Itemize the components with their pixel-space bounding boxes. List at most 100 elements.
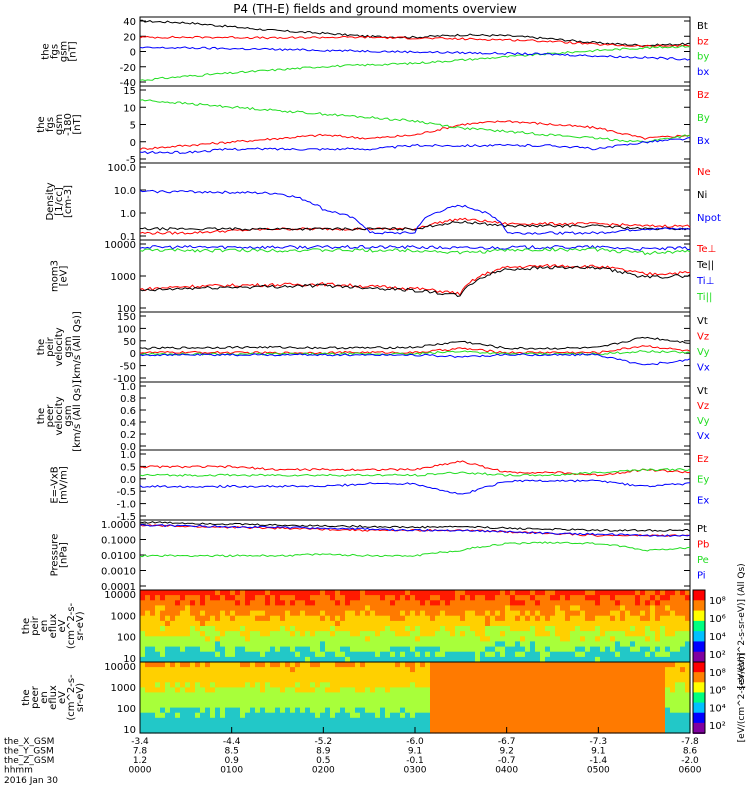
heatmap-cell (490, 702, 496, 709)
heatmap-cell (595, 712, 601, 719)
heatmap-cell (460, 626, 466, 632)
heatmap-cell (675, 697, 681, 704)
heatmap-cell (170, 605, 176, 612)
heatmap-cell (505, 712, 511, 719)
heatmap-cell (295, 712, 301, 719)
heatmap-cell (465, 672, 471, 678)
heatmap-cell (660, 595, 666, 601)
heatmap-cell (415, 677, 421, 683)
heatmap-cell (375, 672, 381, 678)
heatmap-cell (325, 615, 331, 622)
heatmap-cell (405, 651, 411, 658)
heatmap-cell (365, 667, 371, 673)
heatmap-cell (550, 610, 556, 617)
xtick-0-1: 7.8 (133, 747, 148, 757)
heatmap-cell (605, 620, 611, 627)
heatmap-cell (505, 697, 511, 704)
heatmap-cell (175, 651, 181, 658)
heatmap-cell (680, 717, 686, 724)
heatmap-cell (220, 641, 226, 648)
heatmap-cell (180, 631, 186, 637)
heatmap-cell (560, 662, 566, 668)
heatmap-cell (685, 697, 691, 704)
heatmap-cell (460, 600, 466, 606)
heatmap-cell (500, 727, 506, 734)
heatmap-cell (295, 722, 301, 729)
heatmap-cell (555, 646, 561, 653)
heatmap-cell (675, 667, 681, 673)
heatmap-cell (630, 662, 636, 668)
heatmap-cell (180, 651, 186, 658)
heatmap-cell (530, 636, 536, 642)
heatmap-cell (315, 722, 321, 729)
heatmap-cell (645, 605, 651, 612)
heatmap-cell (570, 651, 576, 658)
heatmap-cell (465, 667, 471, 673)
heatmap-cell (255, 631, 261, 637)
heatmap-cell (565, 707, 571, 714)
heatmap-cell (655, 595, 661, 601)
heatmap-cell (490, 717, 496, 724)
heatmap-cell (495, 610, 501, 617)
heatmap-cell (680, 697, 686, 704)
heatmap-cell (220, 712, 226, 719)
heatmap-cell (325, 727, 331, 734)
heatmap-cell (365, 677, 371, 683)
heatmap-cell (335, 667, 341, 673)
heatmap-cell (360, 641, 366, 648)
heatmap-cell (270, 722, 276, 729)
heatmap-cell (185, 667, 191, 673)
heatmap-cell (405, 610, 411, 617)
heatmap-cell (440, 722, 446, 729)
heatmap-cell (255, 677, 261, 683)
heatmap-cell (625, 682, 631, 688)
heatmap-cell (570, 605, 576, 612)
heatmap-cell (630, 687, 636, 694)
heatmap-cell (300, 636, 306, 642)
heatmap-cell (625, 692, 631, 699)
heatmap-cell (240, 712, 246, 719)
heatmap-cell (220, 682, 226, 688)
heatmap-cell (375, 722, 381, 729)
heatmap-cell (485, 656, 491, 663)
heatmap-cell (280, 631, 286, 637)
heatmap-cell (625, 636, 631, 642)
heatmap-cell (615, 662, 621, 668)
heatmap-cell (560, 620, 566, 627)
heatmap-cell (195, 707, 201, 714)
heatmap-cell (160, 692, 166, 699)
heatmap-cell (240, 610, 246, 617)
heatmap-cell (235, 605, 241, 612)
heatmap-cell (460, 697, 466, 704)
heatmap-cell (260, 667, 266, 673)
heatmap-cell (665, 712, 671, 719)
heatmap-cell (190, 631, 196, 637)
heatmap-cell (465, 662, 471, 668)
heatmap-cell (635, 702, 641, 709)
heatmap-cell (505, 620, 511, 627)
heatmap-cell (340, 667, 346, 673)
heatmap-cell (470, 682, 476, 688)
heatmap-cell (390, 727, 396, 734)
heatmap-cell (605, 727, 611, 734)
heatmap-cell (535, 727, 541, 734)
heatmap-cell (310, 712, 316, 719)
heatmap-cell (555, 610, 561, 617)
heatmap-cell (470, 702, 476, 709)
heatmap-cell (635, 646, 641, 653)
heatmap-cell (425, 697, 431, 704)
heatmap-cell (285, 667, 291, 673)
heatmap-cell (220, 727, 226, 734)
heatmap-cell (445, 697, 451, 704)
heatmap-cell (685, 662, 691, 668)
heatmap-cell (160, 707, 166, 714)
heatmap-cell (450, 722, 456, 729)
heatmap-cell (420, 656, 426, 663)
heatmap-cell (685, 590, 691, 596)
heatmap-cell (285, 662, 291, 668)
heatmap-cell (535, 656, 541, 663)
heatmap-cell (265, 641, 271, 648)
heatmap-cell (245, 712, 251, 719)
heatmap-cell (440, 667, 446, 673)
heatmap-cell (545, 595, 551, 601)
